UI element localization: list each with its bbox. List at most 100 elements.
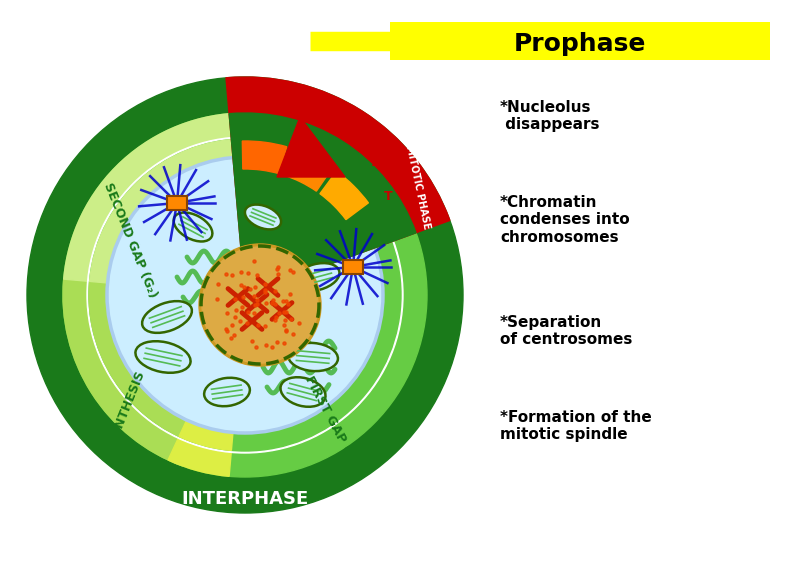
Point (234, 268, 247, 277)
Point (278, 321, 290, 330)
Ellipse shape (294, 263, 339, 291)
Point (235, 302, 248, 311)
Point (270, 264, 283, 273)
Point (226, 320, 238, 329)
Point (286, 329, 299, 338)
Ellipse shape (288, 343, 338, 371)
Circle shape (115, 165, 375, 425)
Point (276, 297, 289, 306)
Point (260, 299, 273, 308)
Point (210, 295, 223, 304)
Point (248, 292, 261, 301)
Point (238, 283, 250, 292)
Circle shape (199, 244, 321, 366)
Wedge shape (340, 155, 374, 190)
Point (286, 267, 299, 276)
Point (229, 306, 242, 315)
Point (270, 312, 282, 321)
Point (249, 301, 262, 310)
Point (278, 307, 290, 316)
FancyBboxPatch shape (390, 22, 770, 60)
Point (259, 285, 272, 294)
Wedge shape (89, 282, 200, 441)
Point (227, 330, 240, 339)
Point (226, 270, 238, 279)
FancyBboxPatch shape (343, 260, 363, 274)
Text: A: A (372, 157, 382, 169)
Point (293, 319, 306, 328)
Point (212, 280, 225, 289)
Point (272, 270, 285, 279)
Text: INTERPHASE: INTERPHASE (182, 490, 309, 508)
Point (250, 296, 263, 305)
Circle shape (63, 113, 427, 477)
Point (278, 338, 290, 347)
Point (245, 337, 258, 346)
Text: T: T (384, 190, 392, 203)
Text: *Nucleolus
 disappears: *Nucleolus disappears (500, 100, 599, 132)
Text: Prophase: Prophase (514, 32, 646, 56)
Ellipse shape (245, 204, 281, 230)
Point (284, 314, 297, 323)
Text: MITOTIC PHASE: MITOTIC PHASE (404, 144, 432, 230)
Point (251, 321, 264, 330)
Point (242, 308, 254, 317)
Text: SYNTHESIS: SYNTHESIS (106, 368, 148, 446)
Polygon shape (277, 117, 345, 177)
Point (273, 309, 286, 318)
Point (280, 325, 293, 334)
Text: SECOND GAP (G₂): SECOND GAP (G₂) (101, 181, 159, 300)
Point (280, 308, 293, 317)
Point (269, 315, 282, 324)
Point (266, 298, 278, 307)
Wedge shape (168, 429, 232, 476)
Ellipse shape (281, 377, 326, 407)
Point (280, 297, 293, 306)
Point (258, 288, 271, 297)
Ellipse shape (107, 157, 383, 433)
Text: *Chromatin
condenses into
chromosomes: *Chromatin condenses into chromosomes (500, 195, 630, 245)
Point (279, 326, 292, 335)
Point (236, 293, 249, 302)
Point (258, 279, 271, 288)
Text: FIRST GAP (G₁): FIRST GAP (G₁) (302, 373, 363, 472)
Point (234, 316, 246, 325)
Point (270, 338, 283, 347)
Circle shape (27, 77, 463, 513)
Wedge shape (90, 139, 245, 284)
Wedge shape (242, 141, 287, 174)
Point (221, 309, 234, 318)
Point (242, 269, 254, 278)
Point (267, 296, 280, 305)
Wedge shape (226, 77, 450, 295)
Circle shape (87, 137, 403, 453)
Point (284, 265, 297, 274)
Point (219, 269, 232, 278)
Point (229, 294, 242, 303)
Point (234, 280, 247, 289)
Circle shape (202, 247, 318, 363)
Wedge shape (179, 414, 234, 450)
Point (248, 282, 261, 291)
Point (279, 316, 292, 325)
Circle shape (89, 139, 401, 451)
Text: *Separation
of centrosomes: *Separation of centrosomes (500, 315, 632, 347)
Point (251, 300, 264, 309)
Point (250, 271, 263, 280)
Point (282, 300, 294, 309)
Point (248, 308, 261, 317)
Point (240, 319, 253, 328)
Point (221, 327, 234, 336)
Wedge shape (245, 113, 261, 148)
Text: M: M (351, 126, 363, 138)
Point (250, 343, 262, 352)
Point (259, 321, 272, 330)
Ellipse shape (142, 301, 192, 333)
Point (272, 262, 285, 271)
Point (266, 343, 278, 352)
Ellipse shape (204, 378, 250, 406)
Ellipse shape (174, 212, 212, 242)
Wedge shape (320, 171, 368, 220)
Text: *Formation of the
mitotic spindle: *Formation of the mitotic spindle (500, 410, 652, 443)
FancyBboxPatch shape (167, 196, 187, 210)
